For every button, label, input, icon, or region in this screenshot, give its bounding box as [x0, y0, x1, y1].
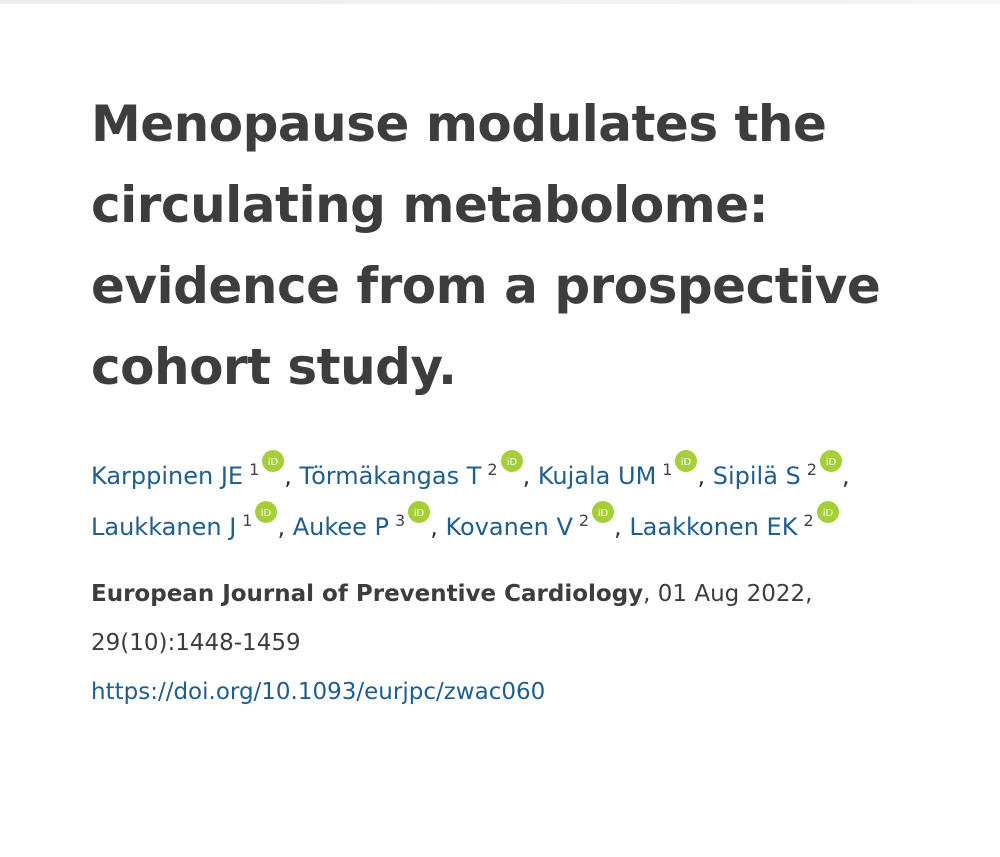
- author-link[interactable]: Törmäkangas T: [299, 462, 482, 490]
- orcid-label: iD: [268, 457, 279, 468]
- author-link[interactable]: Laukkanen J: [91, 513, 237, 541]
- affiliation-number: 1: [249, 460, 260, 479]
- author-separator: ,: [614, 513, 630, 541]
- author-item: Kovanen V 2 iD,: [445, 501, 630, 541]
- orcid-icon[interactable]: iD: [408, 501, 431, 523]
- affiliation-number: 1: [662, 460, 673, 479]
- orcid-icon[interactable]: iD: [592, 501, 615, 523]
- orcid-label: iD: [414, 508, 425, 519]
- author-link[interactable]: Aukee P: [292, 513, 390, 541]
- affiliation-number: 2: [803, 511, 814, 530]
- affiliation-number: 2: [578, 511, 590, 530]
- author-separator: ,: [430, 513, 446, 541]
- author-link[interactable]: Sipilä S: [712, 462, 801, 490]
- author-separator: ,: [697, 462, 713, 490]
- publication-date: , 01 Aug 2022,: [643, 581, 813, 607]
- author-list: Karppinen JE 1 iD, Törmäkangas T 2 iD, Kujal…: [91, 450, 921, 552]
- orcid-icon[interactable]: iD: [500, 450, 523, 472]
- orcid-label: iD: [261, 508, 272, 519]
- top-divider: [0, 0, 1000, 4]
- author-separator: ,: [522, 462, 538, 490]
- article-title: Menopause modulates the circulating meta…: [91, 95, 881, 396]
- orcid-label: iD: [681, 457, 692, 468]
- affiliation-number: 2: [487, 460, 498, 479]
- author-item: Aukee P 3 iD,: [292, 501, 446, 541]
- author-link[interactable]: Kujala UM: [537, 462, 657, 490]
- orcid-icon[interactable]: iD: [255, 501, 278, 523]
- journal-name: European Journal of Preventive Cardiolog…: [91, 581, 644, 607]
- author-link[interactable]: Karppinen JE: [91, 462, 244, 490]
- author-item: Laakkonen EK 2 iD: [629, 501, 839, 541]
- affiliation-number: 2: [806, 460, 817, 479]
- orcid-icon[interactable]: iD: [675, 450, 698, 472]
- orcid-label: iD: [506, 457, 517, 468]
- orcid-label: iD: [598, 508, 609, 519]
- author-separator: ,: [841, 462, 850, 490]
- volume-pages: 29(10):1448-1459: [91, 630, 301, 656]
- author-separator: ,: [284, 462, 300, 490]
- orcid-icon[interactable]: iD: [819, 450, 842, 472]
- citation-block: European Journal of Preventive Cardiolog…: [91, 570, 921, 717]
- affiliation-number: 3: [395, 511, 406, 530]
- orcid-label: iD: [822, 508, 833, 519]
- author-link[interactable]: Kovanen V: [445, 513, 573, 541]
- author-link[interactable]: Laakkonen EK: [629, 513, 798, 541]
- author-item: Karppinen JE 1 iD,: [91, 450, 300, 490]
- orcid-icon[interactable]: iD: [262, 450, 285, 472]
- author-item: Laukkanen J 1 iD,: [91, 501, 293, 541]
- doi-link[interactable]: https://doi.org/10.1093/eurjpc/zwac060: [91, 679, 546, 705]
- affiliation-number: 1: [242, 511, 253, 530]
- author-item: Kujala UM 1 iD,: [537, 450, 713, 490]
- author-item: Törmäkangas T 2 iD,: [299, 450, 538, 490]
- article-header: Menopause modulates the circulating meta…: [91, 84, 951, 717]
- orcid-label: iD: [826, 457, 837, 468]
- author-separator: ,: [277, 513, 293, 541]
- author-item: Sipilä S 2 iD,: [712, 450, 850, 490]
- orcid-icon[interactable]: iD: [816, 501, 839, 523]
